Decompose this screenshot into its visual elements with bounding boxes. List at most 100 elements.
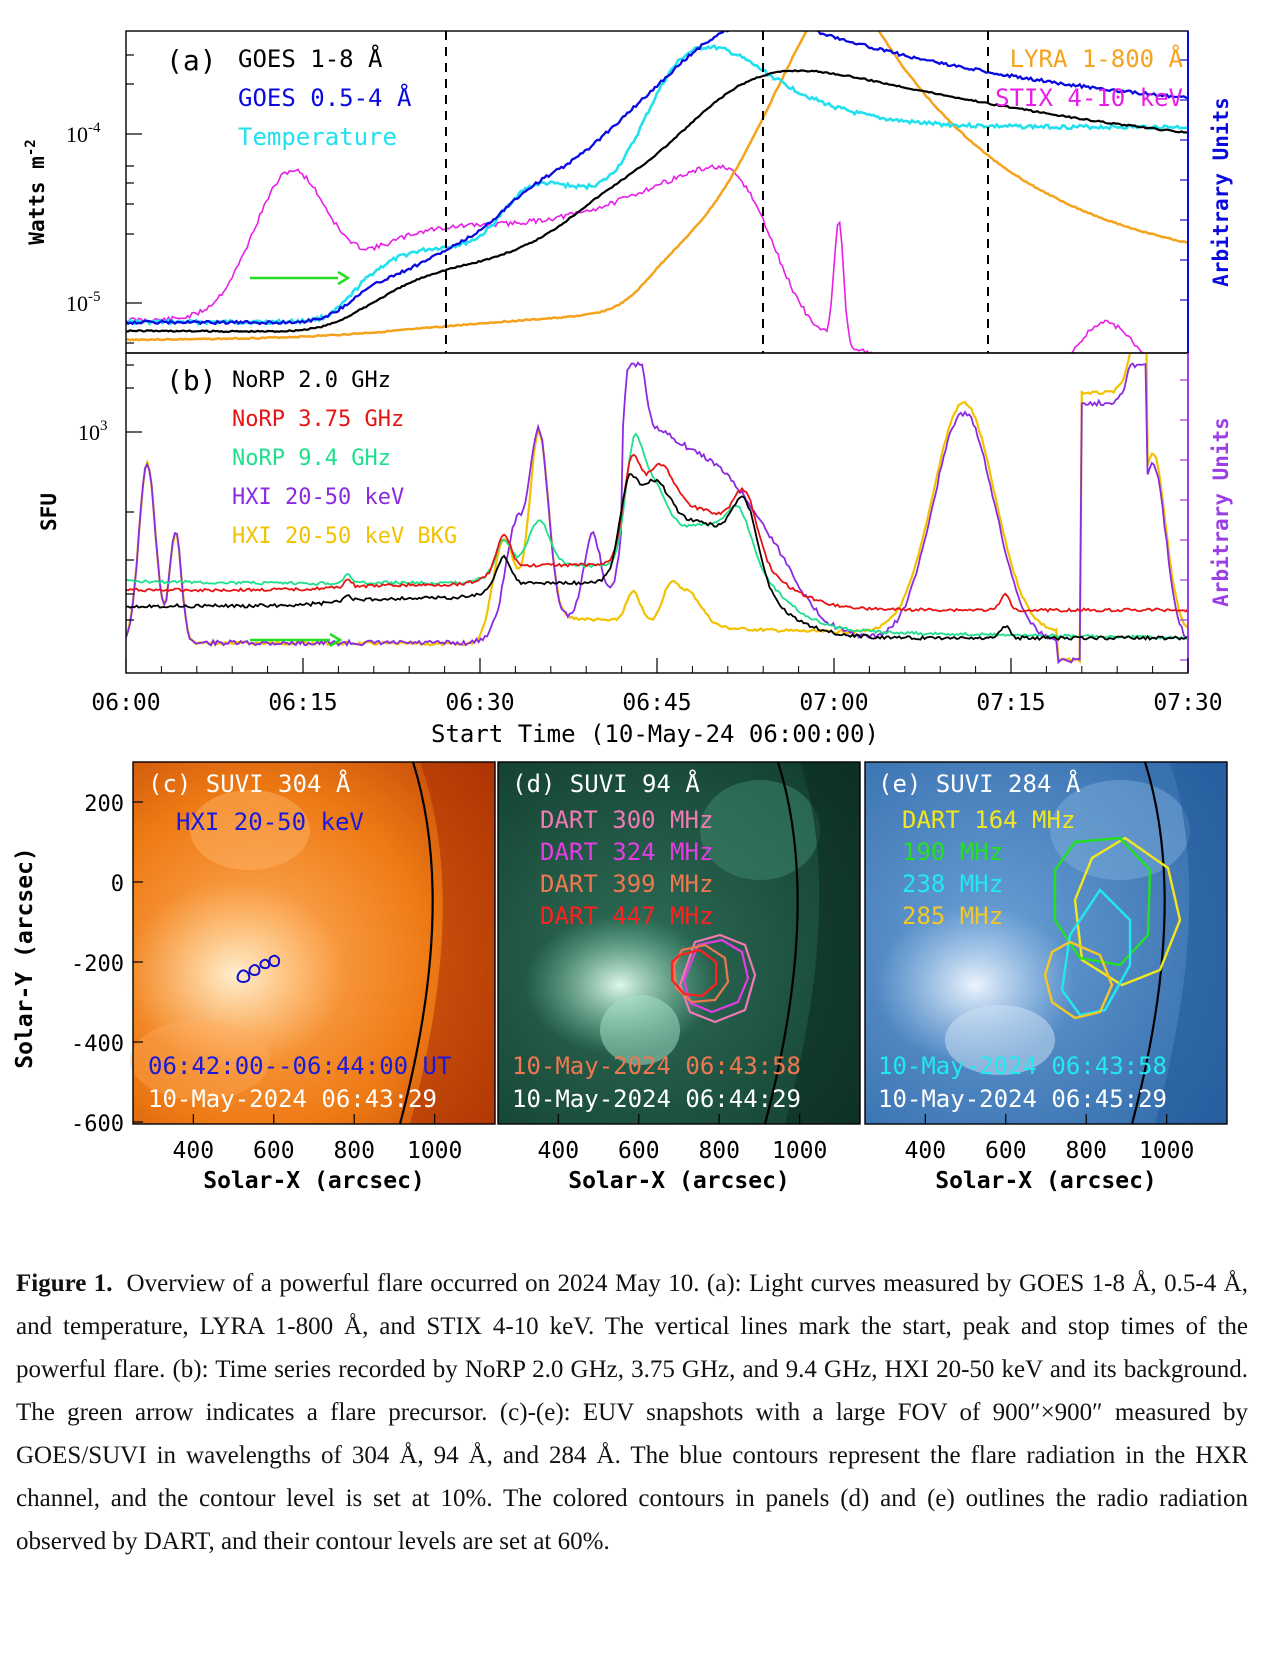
time-tick-label: 06:00 xyxy=(91,690,160,716)
panel-e-title: (e) SUVI 284 Å xyxy=(878,769,1081,798)
legend-goes-1-8: GOES 1-8 Å xyxy=(238,44,383,73)
solar-y-ticks: 200 0 -200 -400 -600 xyxy=(71,792,124,1137)
hxi-curve xyxy=(126,361,1188,665)
panel-b-ylabel: SFU xyxy=(37,493,61,531)
panel-b-curves xyxy=(126,353,1188,665)
panel-d-time-contour: 10-May-2024 06:43:58 xyxy=(512,1052,801,1080)
panel-c-suvi-304: (c) SUVI 304 Å HXI 20-50 keV 06:42:00--0… xyxy=(125,761,496,1125)
panel-d-title: (d) SUVI 94 Å xyxy=(512,769,700,798)
solar-limb-e xyxy=(1130,761,1166,1125)
precursor-arrow-b xyxy=(250,632,343,648)
panel-b-ytick-1e3: 103 xyxy=(78,418,108,445)
legend-norp-9-4: NoRP 9.4 GHz xyxy=(232,446,391,471)
time-tick-label: 06:45 xyxy=(622,690,691,716)
solar-x-tick-label: 600 xyxy=(985,1138,1027,1164)
panel-d-frame xyxy=(497,761,861,1125)
dart-contours-e xyxy=(1043,836,1182,1020)
solar-x-label-d: Solar-X (arcsec) xyxy=(568,1168,790,1194)
ytick-0: 0 xyxy=(111,872,124,897)
ytick-neg400: -400 xyxy=(71,1032,124,1057)
legend-norp-2-0: NoRP 2.0 GHz xyxy=(232,368,391,393)
stix-curve xyxy=(126,164,1144,353)
solar-x-label-e: Solar-X (arcsec) xyxy=(935,1168,1157,1194)
panel-e-label-190: 190 MHz xyxy=(902,838,1003,866)
panel-e-label-238: 238 MHz xyxy=(902,870,1003,898)
norp-2-0-curve xyxy=(126,473,1188,642)
time-tick-label: 06:30 xyxy=(445,690,514,716)
ytick-neg200: -200 xyxy=(71,952,124,977)
panel-a-curves xyxy=(126,31,1188,353)
hxi-contour xyxy=(236,954,281,984)
panel-b-frame xyxy=(125,352,1189,674)
image-panels: Solar-Y (arcsec) 200 0 -200 -400 -600 (c… xyxy=(12,761,1228,1194)
panel-c-title: (c) SUVI 304 Å xyxy=(148,769,351,798)
legend-stix: STIX 4-10 keV xyxy=(995,84,1183,112)
panel-c-frame xyxy=(132,761,496,1125)
figure-caption: Figure 1. Overview of a powerful flare oc… xyxy=(16,1262,1248,1563)
panel-b-ylabel-right: Arbitrary Units xyxy=(1209,417,1233,607)
legend-temperature: Temperature xyxy=(238,123,397,151)
panel-e-time-contour: 10-May-2024 06:43:58 xyxy=(878,1052,1167,1080)
lyra-curve xyxy=(126,31,1188,342)
panel-d-suvi-94: (d) SUVI 94 Å DART 300 MHz DART 324 MHz … xyxy=(497,761,861,1125)
solar-x-ticks: 400 600 800 1000 400 600 800 1000 400 600 800 1000 xyxy=(173,1114,1194,1164)
solar-limb-d xyxy=(763,761,799,1125)
precursor-arrow-a xyxy=(250,270,351,286)
time-tick-label: 06:15 xyxy=(268,690,337,716)
caption-label: Figure 1. xyxy=(16,1270,113,1297)
panel-d-label-447: DART 447 MHz xyxy=(540,902,713,930)
panel-e-label-164: DART 164 MHz xyxy=(902,806,1075,834)
solar-x-tick-label: 800 xyxy=(333,1138,375,1164)
dart-447-contour xyxy=(670,948,718,998)
solar-x-label-c: Solar-X (arcsec) xyxy=(203,1168,425,1194)
panel-a-ytick-1e-5: 10-5 xyxy=(66,289,101,316)
panel-e-label-285: 285 MHz xyxy=(902,902,1003,930)
legend-lyra: LYRA 1-800 Å xyxy=(1010,44,1184,73)
panel-a-ylabel-right: Arbitrary Units xyxy=(1209,97,1233,287)
panel-b: 103 SFU Arbitrary Units (b) NoRP 2.0 GHz… xyxy=(37,352,1233,748)
solar-x-tick-label: 800 xyxy=(1065,1138,1107,1164)
solar-x-tick-label: 1000 xyxy=(407,1138,462,1164)
solar-x-tick-label: 1000 xyxy=(772,1138,827,1164)
panel-a: 10-4 10-5 Watts m-2 Arbitrary Units (a) … xyxy=(23,30,1233,354)
solar-x-tick-label: 800 xyxy=(698,1138,740,1164)
panel-e-time-image: 10-May-2024 06:45:29 xyxy=(878,1085,1167,1113)
dart-324-contour xyxy=(682,938,750,1014)
norp-3-75-curve xyxy=(126,453,1188,613)
solar-x-tick-label: 600 xyxy=(253,1138,295,1164)
panel-a-label: (a) xyxy=(166,44,217,77)
solar-x-tick-label: 600 xyxy=(618,1138,660,1164)
panel-d-label-300: DART 300 MHz xyxy=(540,806,713,834)
time-axis-label: Start Time (10-May-24 06:00:00) xyxy=(431,720,879,748)
solar-x-tick-label: 400 xyxy=(538,1138,580,1164)
panel-c-time-contour: 06:42:00--06:44:00 UT xyxy=(148,1052,451,1080)
goes-1-8-curve xyxy=(126,69,1188,334)
time-axis: 06:00 06:15 06:30 06:45 07:00 07:15 07:30 xyxy=(91,658,1223,716)
goes-0-5-4-curve xyxy=(126,31,1188,326)
legend-hxi-bkg: HXI 20-50 keV BKG xyxy=(232,524,457,549)
panel-a-ylabel: Watts m-2 xyxy=(23,139,49,244)
panel-c-label-hxi: HXI 20-50 keV xyxy=(176,808,364,836)
panel-c-time-image: 10-May-2024 06:43:29 xyxy=(148,1085,437,1113)
panel-b-label: (b) xyxy=(166,364,217,397)
panel-d-label-399: DART 399 MHz xyxy=(540,870,713,898)
caption-text: Overview of a powerful flare occurred on… xyxy=(16,1270,1248,1555)
time-tick-label: 07:30 xyxy=(1153,690,1222,716)
solar-x-tick-label: 400 xyxy=(173,1138,215,1164)
dart-285-contour xyxy=(1043,940,1114,1020)
figure-1: 10-4 10-5 Watts m-2 Arbitrary Units (a) … xyxy=(12,30,1233,1194)
ytick-200: 200 xyxy=(84,792,124,817)
ytick-neg600: -600 xyxy=(71,1112,124,1137)
legend-hxi: HXI 20-50 keV xyxy=(232,485,404,510)
solar-y-label: Solar-Y (arcsec) xyxy=(12,847,38,1069)
panel-a-ytick-1e-4: 10-4 xyxy=(66,120,101,147)
legend-goes-0-5-4: GOES 0.5-4 Å xyxy=(238,83,412,112)
dart-contours-d xyxy=(670,933,757,1024)
time-tick-label: 07:00 xyxy=(799,690,868,716)
temperature-curve xyxy=(126,43,1188,327)
dart-238-contour xyxy=(1060,888,1132,1017)
time-tick-label: 07:15 xyxy=(976,690,1045,716)
panel-d-label-324: DART 324 MHz xyxy=(540,838,713,866)
panel-d-time-image: 10-May-2024 06:44:29 xyxy=(512,1085,801,1113)
panel-e-frame xyxy=(864,761,1228,1125)
